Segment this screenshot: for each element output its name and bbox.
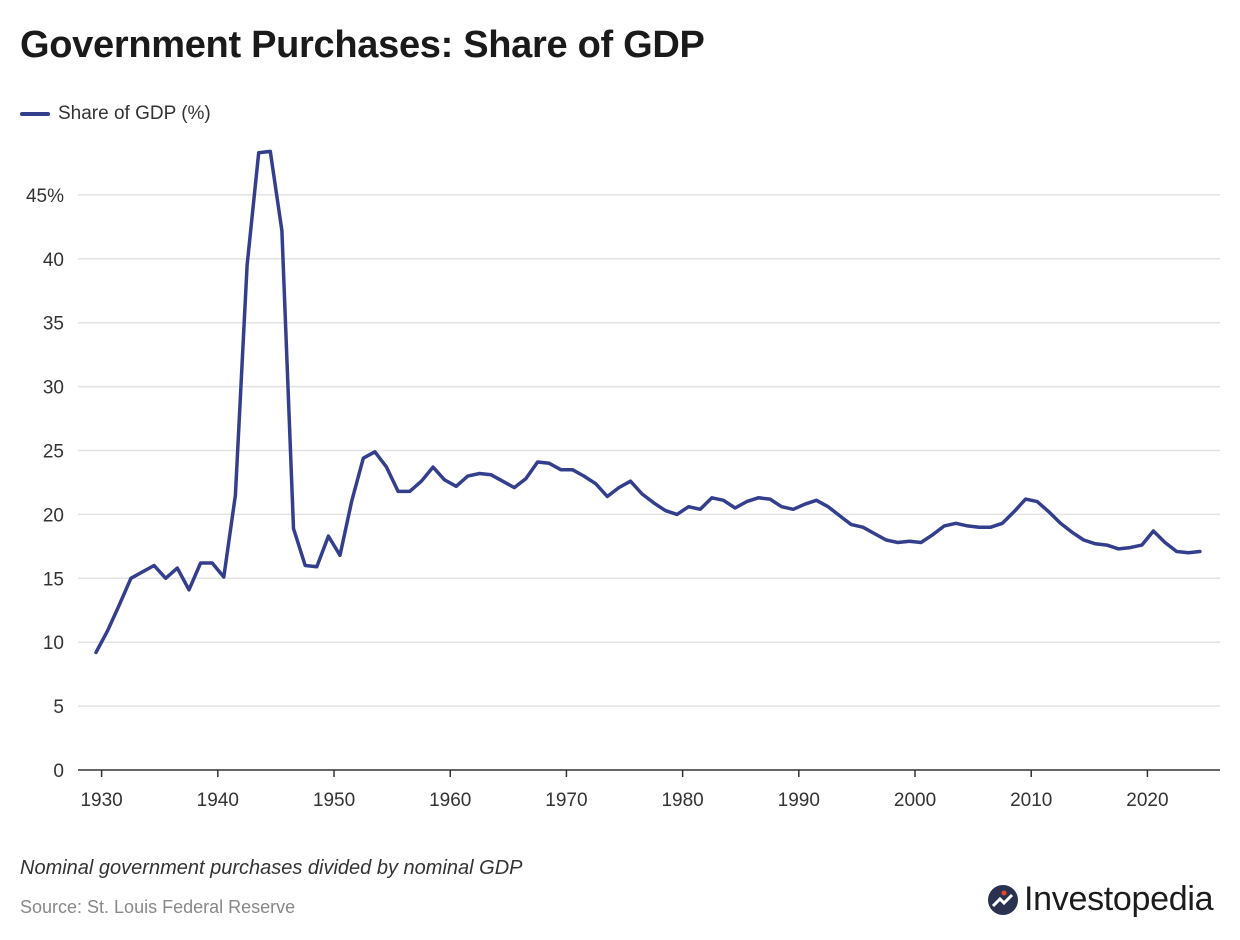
investopedia-logo-icon xyxy=(988,884,1018,915)
line-chart: 0 5 10 15 20 25 30 35 40 45% 1930 1940 1950 1960 1970 1… xyxy=(26,149,1220,811)
series-line-share-of-gdp xyxy=(94,149,1202,655)
x-tick-label: 1960 xyxy=(429,790,471,811)
chart-title: Government Purchases: Share of GDP xyxy=(20,24,705,66)
chart-source: Source: St. Louis Federal Reserve xyxy=(20,897,296,917)
y-tick-label: 10 xyxy=(43,633,64,654)
x-tick-label: 2010 xyxy=(1010,790,1052,811)
x-tick-label: 1930 xyxy=(80,790,122,811)
legend-label: Share of GDP (%) xyxy=(58,103,211,124)
y-tick-label: 0 xyxy=(53,761,64,782)
chart-note: Nominal government purchases divided by … xyxy=(20,857,523,879)
x-tick-label: 2000 xyxy=(894,790,936,811)
y-tick-label: 30 xyxy=(43,378,64,399)
x-tick-label: 1940 xyxy=(197,790,239,811)
investopedia-logo: Investopedia xyxy=(988,880,1214,919)
x-tick-label: 1970 xyxy=(545,790,587,811)
y-tick-label: 5 xyxy=(53,697,64,718)
x-tick-label: 1950 xyxy=(313,790,355,811)
logo-text: Investopedia xyxy=(1024,880,1214,918)
legend: Share of GDP (%) xyxy=(20,103,211,125)
x-tick-label: 2020 xyxy=(1126,790,1168,811)
x-tick-label: 1990 xyxy=(778,790,820,811)
y-tick-label: 40 xyxy=(43,250,64,271)
x-tick-label: 1980 xyxy=(661,790,703,811)
y-tick-label: 45% xyxy=(26,186,64,207)
y-tick-label: 20 xyxy=(43,505,64,526)
y-tick-label: 25 xyxy=(43,442,64,463)
y-tick-label: 35 xyxy=(43,314,64,335)
y-tick-label: 15 xyxy=(43,569,64,590)
legend-swatch xyxy=(20,112,50,116)
